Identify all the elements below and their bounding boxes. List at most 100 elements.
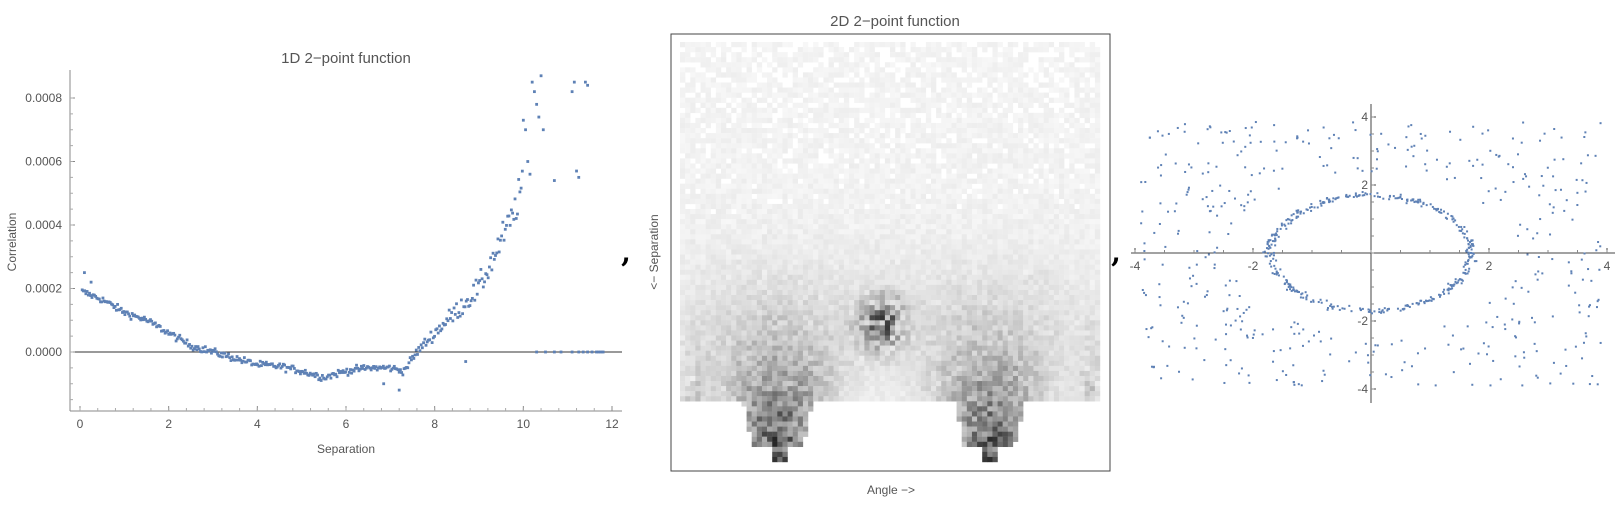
chart1-point [242,356,246,360]
chart2-cell [1012,279,1019,286]
chart2-cell [782,173,788,179]
chart2-cell [910,295,916,301]
chart2-cell [792,350,799,356]
chart1-point [501,220,505,224]
chart2-cell [890,325,896,331]
chart1-point [452,306,456,310]
chart2-cell [685,133,691,139]
chart2-cell [736,244,742,250]
chart2-cell [823,77,829,83]
chart2-cell [1007,143,1014,149]
chart2-cell [879,42,886,48]
chart2-cell [925,117,932,124]
chart2-cell [710,143,717,149]
chart2-cell [905,143,911,149]
chart2-cell [925,234,932,240]
chart2-cell [731,158,737,164]
chart1-point [509,208,513,212]
chart2-cell [715,330,722,336]
chart2-cell [966,315,973,321]
chart2-cell [895,67,901,73]
chart2-cell [1094,112,1101,119]
chart1-point [194,345,197,348]
chart2-cell [746,193,752,200]
chart2-cell [823,87,829,93]
chart2-cell [946,284,952,291]
chart2-cell [1079,300,1085,306]
chart2-cell [905,67,911,73]
chart2-cell [920,163,927,169]
chart2-cell [941,234,947,240]
chart2-cell [736,42,742,48]
chart2-cell [808,72,814,78]
chart1-point [409,358,413,362]
chart2-cell [869,153,875,159]
chart2-cell [787,219,793,225]
chart2-cell [910,320,916,326]
chart2-cell [782,219,788,225]
chart2-cell [1018,345,1024,351]
chart2-cell [1012,224,1019,230]
chart2-cell [1002,320,1009,326]
chart2-cell [879,320,886,326]
chart2-cell [833,143,839,149]
chart2-cell [797,52,804,58]
chart2-cell [900,300,906,306]
chart2-cell [905,112,911,119]
chart2-cell [777,203,783,210]
chart2-cell [977,239,983,245]
chart2-cell [910,133,916,139]
chart2-cell [874,193,880,200]
chart2-cell [1028,239,1034,245]
chart1-point [436,331,440,335]
chart2-cell [680,67,686,73]
chart2-cell [1002,244,1009,250]
chart2-cell [715,219,722,225]
chart2-cell [879,259,886,265]
chart2-cell [715,279,722,286]
chart2-cell [849,315,855,321]
chart2-cell [905,325,911,331]
chart2-cell [905,173,911,179]
chart2-cell [854,254,860,260]
chart2-cell [1002,335,1009,341]
chart2-cell [1089,158,1096,164]
chart2-heatmap-cells [680,42,1101,463]
chart2-cell [772,92,778,98]
chart2-cell [1094,325,1101,331]
chart2-cell [751,340,758,346]
chart2-cell [941,345,947,351]
chart2-cell [700,173,706,179]
chart2-cell [1048,284,1055,291]
chart2-cell [1053,168,1060,174]
chart2-cell [864,340,870,346]
chart2-cell [741,158,747,164]
chart2-cell [838,254,845,260]
chart2-cell [977,214,983,220]
chart1-point [500,234,504,238]
chart1-point [216,352,219,356]
chart1-point [275,365,279,369]
chart2-cell [1089,208,1096,215]
chart2-cell [1053,208,1060,215]
chart2-cell [1048,264,1055,270]
chart2-cell [1074,173,1080,179]
chart2-cell [808,77,814,83]
chart2-cell [1007,87,1014,93]
chart2-cell [828,102,834,108]
chart2-cell [900,224,906,230]
chart2-cell [874,224,880,230]
chart2-cell [1023,310,1029,316]
chart2-cell [720,284,727,291]
chart2-cell [787,224,793,230]
chart2-cell [772,203,778,210]
chart2-cell [869,229,875,235]
chart1-point [360,364,363,368]
chart2-cell [859,320,865,326]
chart2-cell [961,148,968,154]
chart2-cell [915,148,921,154]
chart2-cell [772,97,778,103]
chart2-cell [997,214,1003,220]
chart2-cell [1089,345,1096,351]
chart1-point [350,371,354,375]
